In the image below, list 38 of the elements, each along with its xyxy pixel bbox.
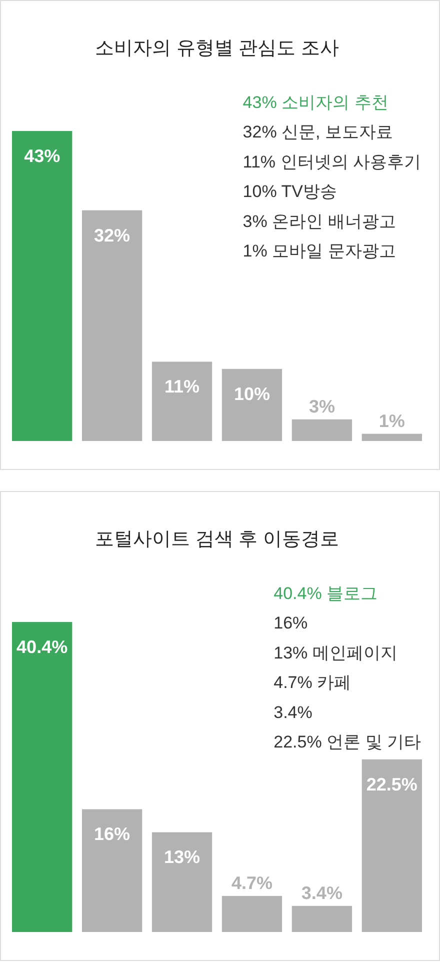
annotation: 16% xyxy=(274,614,308,633)
bar xyxy=(222,368,282,441)
bar xyxy=(222,896,282,932)
bar xyxy=(82,210,142,441)
data-label: 13% xyxy=(164,847,200,868)
annotation: 11% 인터넷의 사용후기 xyxy=(242,152,421,172)
chart-title: 포털사이트 검색 후 이동경로 xyxy=(95,529,339,550)
text: 40.4% 블로그 xyxy=(274,584,378,603)
annotation: 3% 온라인 배너광고 xyxy=(242,212,396,231)
bar xyxy=(152,362,212,441)
bar xyxy=(362,759,422,932)
data-label: 10% xyxy=(234,384,270,404)
bar xyxy=(292,419,352,441)
data-label: 4.7% xyxy=(231,872,272,893)
data-label: 43% xyxy=(24,146,60,166)
data-label: 16% xyxy=(94,824,130,844)
bar xyxy=(12,622,72,932)
bar xyxy=(12,131,72,441)
annotation: 22.5% 언론 및 기타 xyxy=(274,732,421,752)
annotation: 3.4% xyxy=(274,702,312,722)
annotation: 1% 모바일 문자광고 xyxy=(242,242,396,260)
data-label: 22.5% xyxy=(366,774,418,794)
annotation: 13% 메인페이지 xyxy=(274,643,398,662)
data-label: 3.4% xyxy=(301,882,342,903)
bar xyxy=(152,832,212,932)
data-label: 3% xyxy=(308,396,335,416)
bar xyxy=(362,434,422,441)
annotation: 10% TV방송 xyxy=(242,182,337,202)
annotation: 32% 신문, 보도자료 xyxy=(242,122,393,142)
annotation: 4.7% 카페 xyxy=(274,673,352,692)
data-label: 32% xyxy=(94,225,130,246)
bar xyxy=(82,809,142,932)
data-label: 11% xyxy=(164,376,200,397)
bar xyxy=(292,906,352,932)
data-label: 1% xyxy=(378,410,405,431)
chart-title: 소비자의 유형별 관심도 조사 xyxy=(95,38,339,59)
text: 43% 소비자의 추천 xyxy=(242,93,388,112)
data-label: 40.4% xyxy=(16,637,68,657)
